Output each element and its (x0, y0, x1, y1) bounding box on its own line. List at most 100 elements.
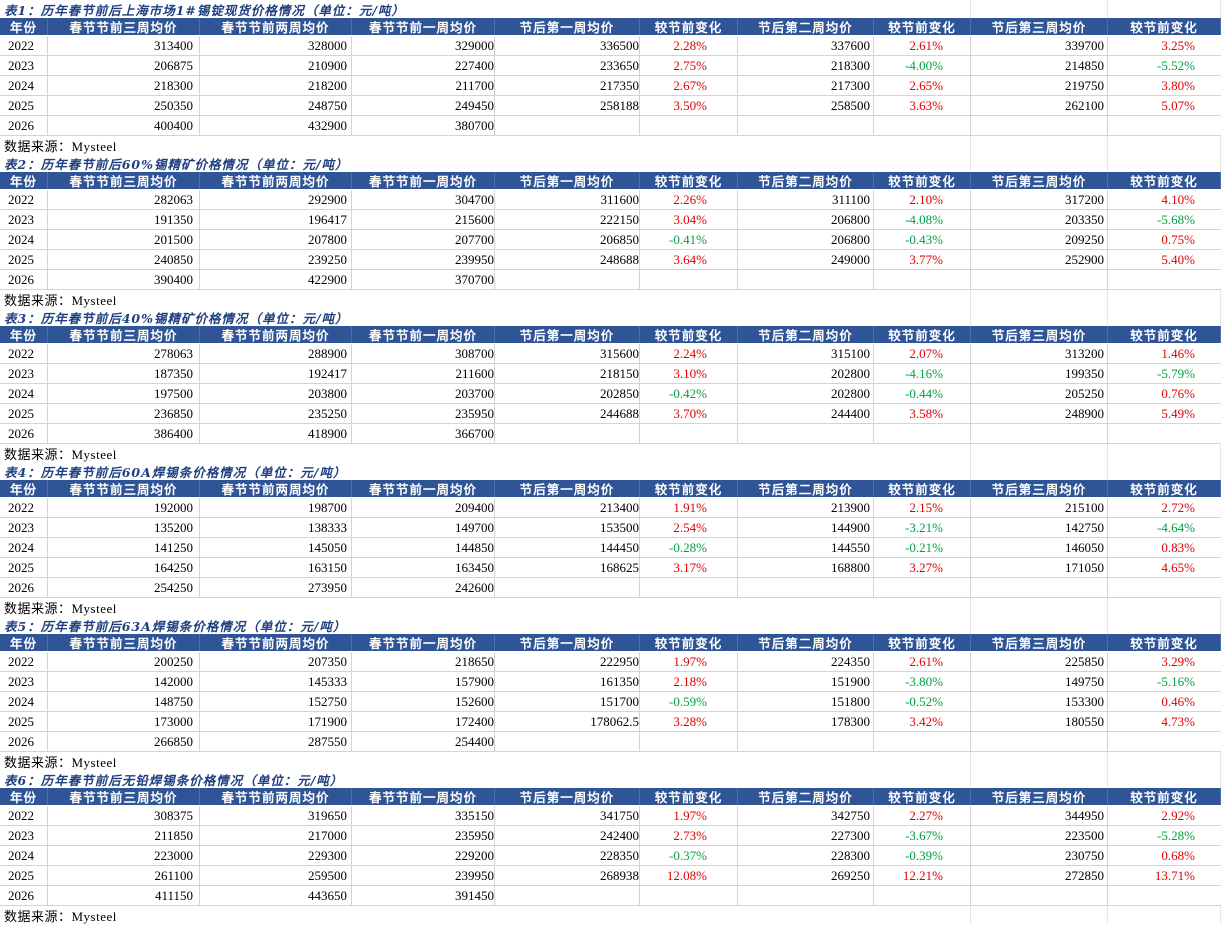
column-header[interactable]: 春节节前三周均价 (48, 18, 200, 35)
column-header[interactable]: 节后第二周均价 (738, 634, 874, 651)
value-cell[interactable]: 142000 (48, 672, 200, 691)
value-cell[interactable]: 380700 (352, 116, 495, 135)
value-cell[interactable]: 370700 (352, 270, 495, 289)
value-cell[interactable]: 146050 (971, 538, 1108, 557)
value-cell[interactable]: 0.83% (1161, 539, 1195, 555)
year-cell[interactable]: 2023 (0, 56, 48, 75)
value-cell[interactable]: 339700 (971, 36, 1108, 55)
value-cell[interactable]: 272850 (971, 866, 1108, 885)
value-cell[interactable]: 145333 (200, 672, 352, 691)
column-header[interactable]: 春节节前两周均价 (200, 788, 352, 805)
empty-cell[interactable] (1108, 136, 1221, 154)
value-cell[interactable]: 180550 (971, 712, 1108, 731)
value-cell[interactable]: 3.17% (640, 558, 738, 577)
column-header[interactable]: 节后第一周均价 (495, 326, 640, 343)
value-cell[interactable] (640, 886, 738, 905)
value-cell[interactable]: 151700 (495, 692, 640, 711)
value-cell[interactable]: 222950 (495, 652, 640, 671)
column-header[interactable]: 节后第三周均价 (971, 172, 1108, 189)
empty-cell[interactable] (971, 154, 1109, 172)
value-cell[interactable]: 386400 (48, 424, 200, 443)
column-header[interactable]: 节后第一周均价 (495, 634, 640, 651)
table-title-cell[interactable]: 表6：历年春节前后无铅焊锡条价格情况（单位：元/吨） (0, 770, 972, 788)
value-cell[interactable]: 2.73% (640, 826, 738, 845)
value-cell[interactable]: 0.76% (1161, 385, 1195, 401)
value-cell[interactable]: 233650 (495, 56, 640, 75)
value-cell[interactable] (874, 270, 971, 289)
data-source-cell[interactable]: 数据来源：Mysteel (0, 136, 972, 154)
column-header[interactable]: 较节前变化 (874, 634, 971, 651)
year-cell[interactable]: 2025 (0, 96, 48, 115)
year-cell[interactable]: 2025 (0, 866, 48, 885)
column-header[interactable]: 较节前变化 (640, 326, 738, 343)
column-header[interactable]: 节后第三周均价 (971, 480, 1108, 497)
value-cell[interactable] (738, 424, 874, 443)
column-header[interactable]: 春节节前三周均价 (48, 480, 200, 497)
value-cell[interactable] (495, 270, 640, 289)
value-cell[interactable] (874, 116, 971, 135)
value-cell[interactable]: 229200 (352, 846, 495, 865)
value-cell[interactable]: 196417 (200, 210, 352, 229)
table-title-cell[interactable]: 表4：历年春节前后60A焊锡条价格情况（单位：元/吨） (0, 462, 972, 480)
value-cell[interactable]: 2.92% (1161, 807, 1195, 823)
value-cell[interactable]: 191350 (48, 210, 200, 229)
value-cell[interactable]: 3.04% (640, 210, 738, 229)
year-cell[interactable]: 2022 (0, 190, 48, 209)
column-header[interactable]: 较节前变化 (874, 18, 971, 35)
value-cell[interactable] (495, 732, 640, 751)
column-header[interactable]: 较节前变化 (1108, 480, 1221, 497)
value-cell[interactable]: 254250 (48, 578, 200, 597)
column-header[interactable]: 节后第二周均价 (738, 480, 874, 497)
value-cell[interactable]: 161350 (495, 672, 640, 691)
value-cell[interactable] (640, 578, 738, 597)
value-cell[interactable]: 211600 (352, 364, 495, 383)
empty-cell[interactable] (1108, 0, 1221, 18)
value-cell[interactable]: 171050 (971, 558, 1108, 577)
value-cell[interactable]: 211850 (48, 826, 200, 845)
value-cell[interactable]: 240850 (48, 250, 200, 269)
value-cell[interactable]: 12.21% (874, 866, 971, 885)
year-cell[interactable]: 2025 (0, 712, 48, 731)
year-cell[interactable]: 2026 (0, 424, 48, 443)
value-cell[interactable] (874, 732, 971, 751)
value-cell[interactable] (1108, 116, 1221, 135)
value-cell[interactable]: 217350 (495, 76, 640, 95)
value-cell[interactable]: 2.54% (640, 518, 738, 537)
value-cell[interactable]: 268938 (495, 866, 640, 885)
empty-cell[interactable] (971, 616, 1109, 634)
year-cell[interactable]: 2024 (0, 76, 48, 95)
value-cell[interactable]: -5.16% (1157, 673, 1195, 689)
year-cell[interactable]: 2024 (0, 846, 48, 865)
value-cell[interactable]: 3.42% (874, 712, 971, 731)
column-header[interactable]: 较节前变化 (1108, 788, 1221, 805)
year-cell[interactable]: 2024 (0, 692, 48, 711)
value-cell[interactable]: 3.77% (874, 250, 971, 269)
value-cell[interactable]: -5.79% (1157, 365, 1195, 381)
value-cell[interactable]: 13.71% (1154, 867, 1195, 883)
value-cell[interactable]: 315600 (495, 344, 640, 363)
value-cell[interactable]: 236850 (48, 404, 200, 423)
column-header[interactable]: 节后第三周均价 (971, 326, 1108, 343)
column-header[interactable]: 春节节前三周均价 (48, 788, 200, 805)
column-header[interactable]: 较节前变化 (1108, 18, 1221, 35)
value-cell[interactable]: 249000 (738, 250, 874, 269)
value-cell[interactable]: 1.97% (640, 806, 738, 825)
value-cell[interactable]: 239250 (200, 250, 352, 269)
value-cell[interactable]: 400400 (48, 116, 200, 135)
year-cell[interactable]: 2023 (0, 518, 48, 537)
value-cell[interactable]: 202800 (738, 364, 874, 383)
column-header[interactable]: 年份 (0, 634, 48, 651)
value-cell[interactable]: 172400 (352, 712, 495, 731)
value-cell[interactable] (495, 424, 640, 443)
value-cell[interactable]: 235950 (352, 404, 495, 423)
value-cell[interactable]: 206800 (738, 210, 874, 229)
value-cell[interactable]: 5.07% (1161, 97, 1195, 113)
empty-cell[interactable] (1108, 598, 1221, 616)
empty-cell[interactable] (971, 598, 1109, 616)
value-cell[interactable]: -3.21% (874, 518, 971, 537)
column-header[interactable]: 春节节前三周均价 (48, 634, 200, 651)
value-cell[interactable]: 2.24% (640, 344, 738, 363)
value-cell[interactable]: 4.73% (1161, 713, 1195, 729)
value-cell[interactable]: 329000 (352, 36, 495, 55)
value-cell[interactable]: 2.07% (874, 344, 971, 363)
